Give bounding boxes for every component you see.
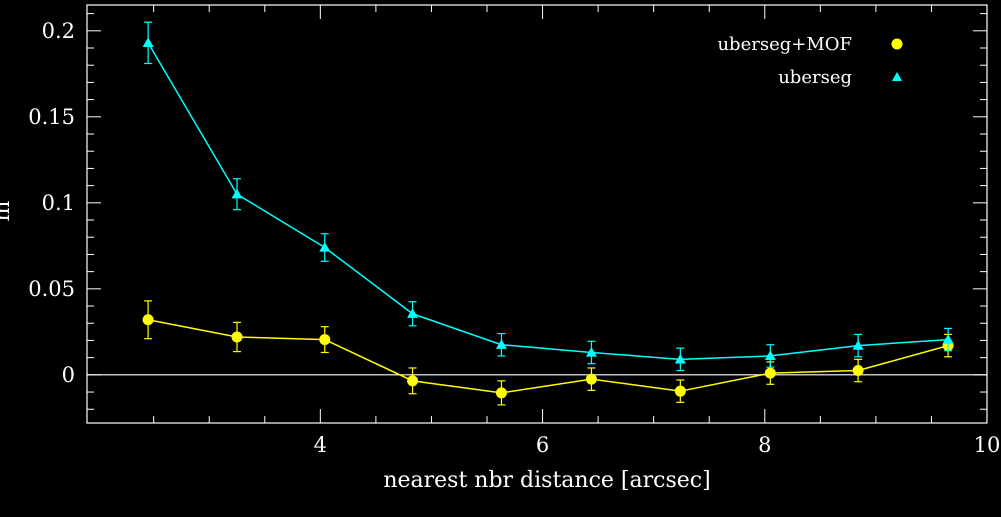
x-axis-title: nearest nbr distance [arcsec] bbox=[383, 468, 710, 493]
data-point bbox=[231, 188, 243, 199]
x-tick-label: 10 bbox=[974, 433, 1001, 457]
data-point bbox=[942, 334, 954, 344]
data-point bbox=[142, 37, 154, 47]
y-tick-label: 0 bbox=[62, 363, 75, 387]
data-point bbox=[764, 350, 776, 361]
plot-frame-rect bbox=[86, 4, 988, 424]
legend: uberseg+MOF uberseg bbox=[717, 34, 903, 88]
data-point bbox=[585, 373, 597, 385]
data-point bbox=[407, 308, 419, 318]
data-point bbox=[495, 387, 507, 399]
data-point bbox=[585, 346, 597, 357]
data-point bbox=[674, 385, 686, 397]
x-tick-label: 6 bbox=[536, 433, 549, 457]
series-0 bbox=[142, 300, 954, 406]
legend-label: uberseg+MOF bbox=[717, 34, 852, 55]
data-point bbox=[674, 353, 686, 364]
axis-ticks: 4 6 8 10 0 0.05 0.1 0.15 0.2 bbox=[28, 5, 1000, 457]
data-point bbox=[852, 365, 864, 377]
x-tick-label: 4 bbox=[314, 433, 327, 457]
series-line bbox=[147, 42, 949, 361]
y-tick-label: 0.1 bbox=[42, 191, 75, 215]
data-point bbox=[319, 334, 331, 346]
series-line bbox=[147, 319, 949, 394]
series-1 bbox=[142, 21, 954, 372]
data-series bbox=[142, 21, 954, 406]
y-tick-label: 0.2 bbox=[42, 19, 75, 43]
x-tick-label: 8 bbox=[758, 433, 771, 457]
data-point bbox=[142, 314, 154, 326]
y-tick-label: 0.05 bbox=[28, 277, 75, 301]
y-axis-title: m bbox=[0, 200, 15, 221]
y-tick-label: 0.15 bbox=[28, 105, 75, 129]
data-point bbox=[852, 340, 864, 350]
data-point bbox=[764, 367, 776, 379]
data-point bbox=[495, 339, 507, 349]
data-point bbox=[407, 375, 419, 387]
legend-marker-circle bbox=[891, 38, 903, 50]
data-point bbox=[231, 331, 243, 343]
legend-marker-triangle bbox=[892, 72, 902, 81]
data-point bbox=[319, 242, 331, 252]
legend-label: uberseg bbox=[778, 67, 852, 88]
plot-frame bbox=[86, 4, 988, 424]
